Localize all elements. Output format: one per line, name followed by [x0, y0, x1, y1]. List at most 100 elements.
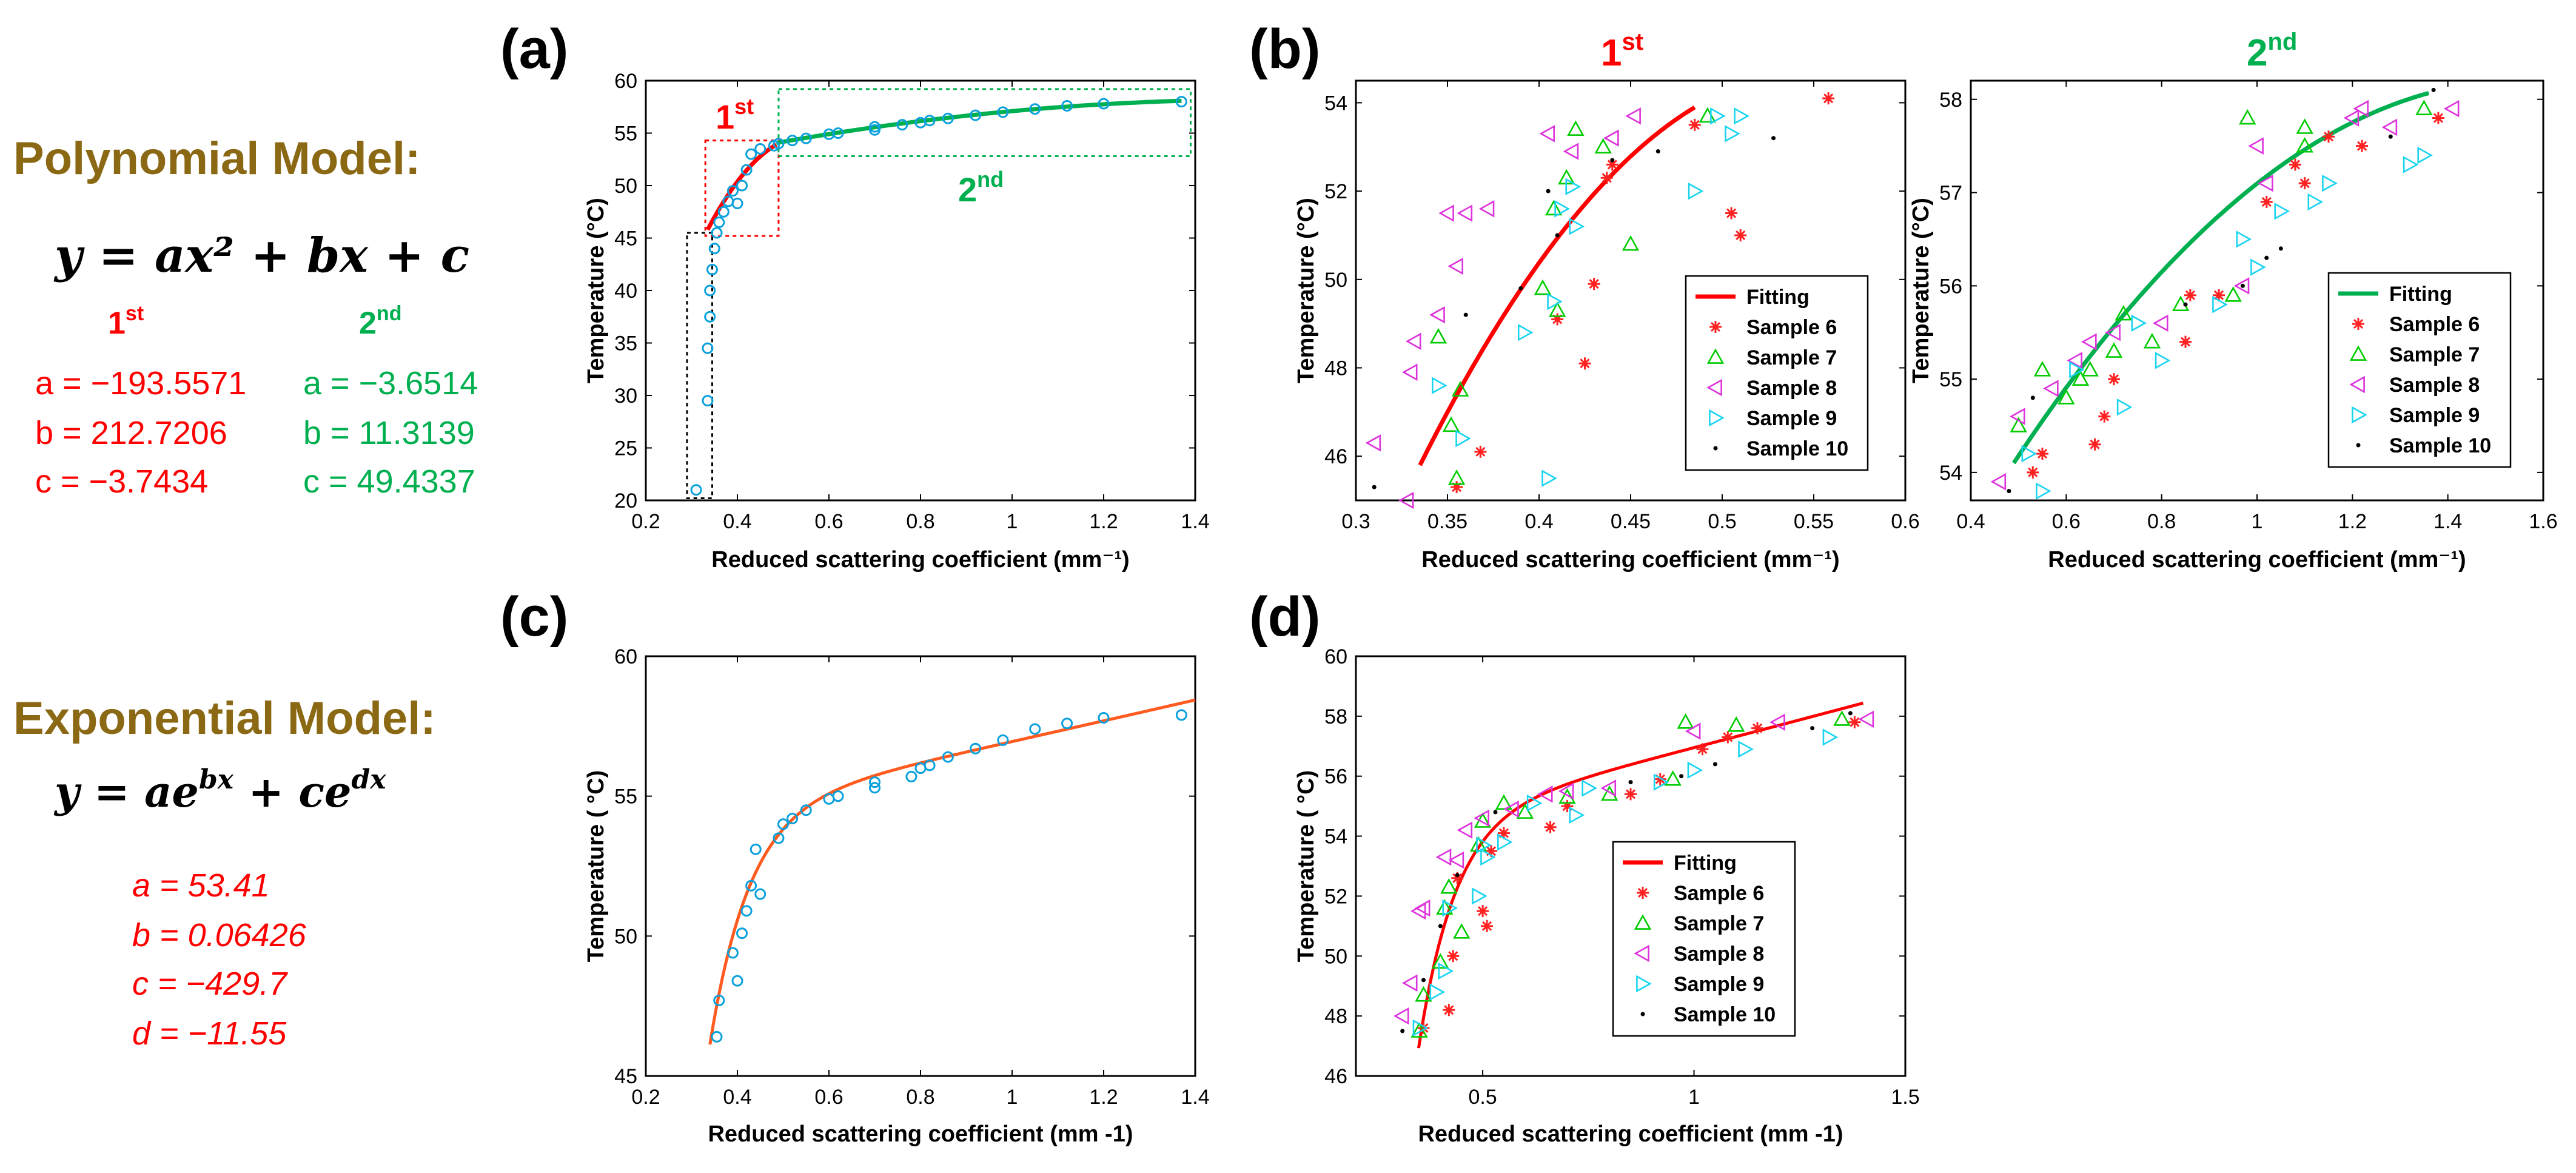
legend-label: Fitting — [1674, 852, 1737, 875]
data-point-c — [777, 818, 789, 830]
data-point-c — [711, 1030, 723, 1043]
data-point-c — [787, 813, 799, 825]
legend-sample-8-marker — [2349, 375, 2365, 394]
b1-y-tick-label: 54 — [1324, 92, 1347, 115]
b2-x-tick-label: 1.2 — [2338, 510, 2367, 533]
sample-9-point — [1412, 1019, 1429, 1037]
data-point-a — [690, 484, 702, 496]
sample-8-point — [2043, 380, 2059, 397]
sample-6-point — [2289, 158, 2301, 171]
a-y-tick-label: 50 — [614, 175, 637, 198]
sample-10-point — [2030, 395, 2035, 400]
sample-6-point — [1606, 158, 1618, 171]
sample-8-point — [1769, 713, 1785, 731]
sample-10-point — [1810, 726, 1815, 731]
sample-7-point — [2105, 342, 2123, 358]
b2-x-tick-label: 1.6 — [2529, 510, 2557, 533]
sample-9-point — [1517, 323, 1534, 341]
sample-9-point — [1547, 293, 1563, 311]
b1-x-tick-label: 0.3 — [1341, 510, 1370, 533]
sample-7-point — [2296, 118, 2313, 134]
chart-panel-a: (a) 0.2 0.4 0.6 0.8 1 1.2 1.4 20 25 30 35 40 45 50 55 6… — [500, 18, 1210, 573]
sample-6-point — [1451, 872, 1464, 884]
sample-6-point — [1474, 445, 1487, 458]
chart-panel-b-first: (b) 1st 0.3 0.35 0.4 0.45 0.5 0.55 0.6 46 48 50 52… — [1249, 18, 1920, 573]
d-y-tick-label: 48 — [1324, 1005, 1347, 1028]
sample-10-point — [2278, 246, 2283, 251]
data-point-c — [745, 879, 757, 892]
sample-7-point — [2415, 99, 2433, 116]
poly-second-b: b = 11.3139 — [303, 415, 475, 451]
a-x-tick-label: 1.4 — [1181, 510, 1209, 533]
sample-8-point — [1438, 204, 1454, 222]
d-y-tick-label: 46 — [1324, 1065, 1347, 1088]
sample-10-point — [1771, 136, 1776, 141]
sample-7-point — [2033, 361, 2051, 377]
data-point-c — [924, 759, 936, 771]
sample-8-point — [2105, 323, 2121, 341]
sample-7-point — [1440, 878, 1458, 894]
b2-x-tick-label: 0.4 — [1956, 510, 1985, 533]
y-axis-label-b-first: Temperature (°C) — [1293, 198, 1319, 383]
sample-9-point — [1455, 429, 1471, 448]
sample-9-point — [1541, 469, 1557, 487]
data-point-a — [706, 263, 718, 275]
sample-7-point — [1432, 953, 1449, 969]
chart-panel-c: (c) 0.2 0.4 0.6 0.8 1 1.2 1.4 45 50 55 60 Reduced … — [500, 586, 1210, 1147]
data-point-a — [702, 395, 714, 407]
legend-label: Sample 8 — [2389, 374, 2480, 397]
fit-line-d — [1417, 701, 1863, 1049]
d-y-tick-label: 60 — [1324, 645, 1347, 668]
sample-7-point — [1664, 770, 1682, 786]
sample-8-point — [1457, 821, 1473, 839]
sample-9-point — [2236, 230, 2252, 248]
data-point-a — [702, 342, 714, 354]
data-point-a — [970, 109, 982, 121]
sample-9-point — [2274, 203, 2290, 220]
sample-10-point — [1655, 149, 1660, 154]
sample-7-point — [2081, 361, 2099, 377]
b2-y-tick-label: 58 — [1939, 89, 1962, 112]
polynomial-model-title: Polynomial Model: — [13, 133, 420, 184]
data-point-a — [773, 138, 785, 150]
sample-10-point — [1463, 312, 1468, 317]
sample-10-point — [1518, 286, 1523, 291]
sample-6-point — [1481, 919, 1494, 932]
sample-10-point — [1610, 158, 1615, 163]
data-point-c — [1029, 723, 1041, 735]
sample-7-point — [1677, 713, 1694, 729]
sample-10-point — [1400, 1029, 1405, 1034]
sample-6-point — [1497, 827, 1510, 839]
data-point-c — [736, 927, 748, 939]
sample-9-point — [1688, 182, 1704, 200]
a-x-tick-label: 0.4 — [723, 510, 751, 533]
y-axis-label-b-second: Temperature (°C) — [1908, 198, 1934, 383]
sample-7-point — [2010, 417, 2027, 432]
data-point-a — [924, 115, 936, 127]
sample-6-point — [1734, 229, 1747, 241]
sample-9-point — [1480, 848, 1496, 866]
y-axis-label-c: Temperature ( °C) — [583, 770, 609, 962]
c-x-tick-label: 0.4 — [723, 1086, 751, 1109]
sample-8-point — [2233, 277, 2250, 295]
data-point-a — [736, 180, 748, 192]
polynomial-equation: y = ax² + bx + c — [53, 228, 469, 283]
sample-9-point — [1822, 728, 1839, 746]
c-y-tick-label: 50 — [614, 925, 637, 948]
b1-x-tick-label: 0.5 — [1708, 510, 1736, 533]
poly-second-label: 2nd — [359, 302, 401, 341]
exponential-model-title: Exponential Model: — [13, 693, 436, 744]
data-point-a — [1061, 100, 1073, 112]
sample-6-point — [1417, 1021, 1430, 1034]
c-y-tick-label: 45 — [614, 1065, 637, 1088]
exp-d: d = −11.55 — [132, 1015, 287, 1052]
sample-9-point — [1710, 107, 1726, 125]
legend-sample-10-marker — [1640, 1012, 1645, 1017]
legend-sample-7-marker — [2349, 345, 2367, 361]
legend-sample-9-marker — [1636, 975, 1652, 993]
sample-7-point — [1429, 328, 1447, 344]
panel-label-d: (d) — [1249, 586, 1320, 648]
sample-7-point — [1415, 986, 1432, 1002]
sample-7-point — [1534, 279, 1552, 295]
data-point-c — [800, 804, 812, 816]
